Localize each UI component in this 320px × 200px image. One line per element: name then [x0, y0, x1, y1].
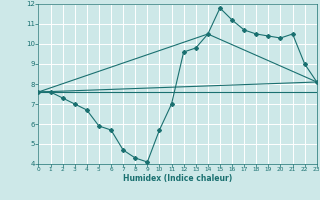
X-axis label: Humidex (Indice chaleur): Humidex (Indice chaleur): [123, 174, 232, 183]
